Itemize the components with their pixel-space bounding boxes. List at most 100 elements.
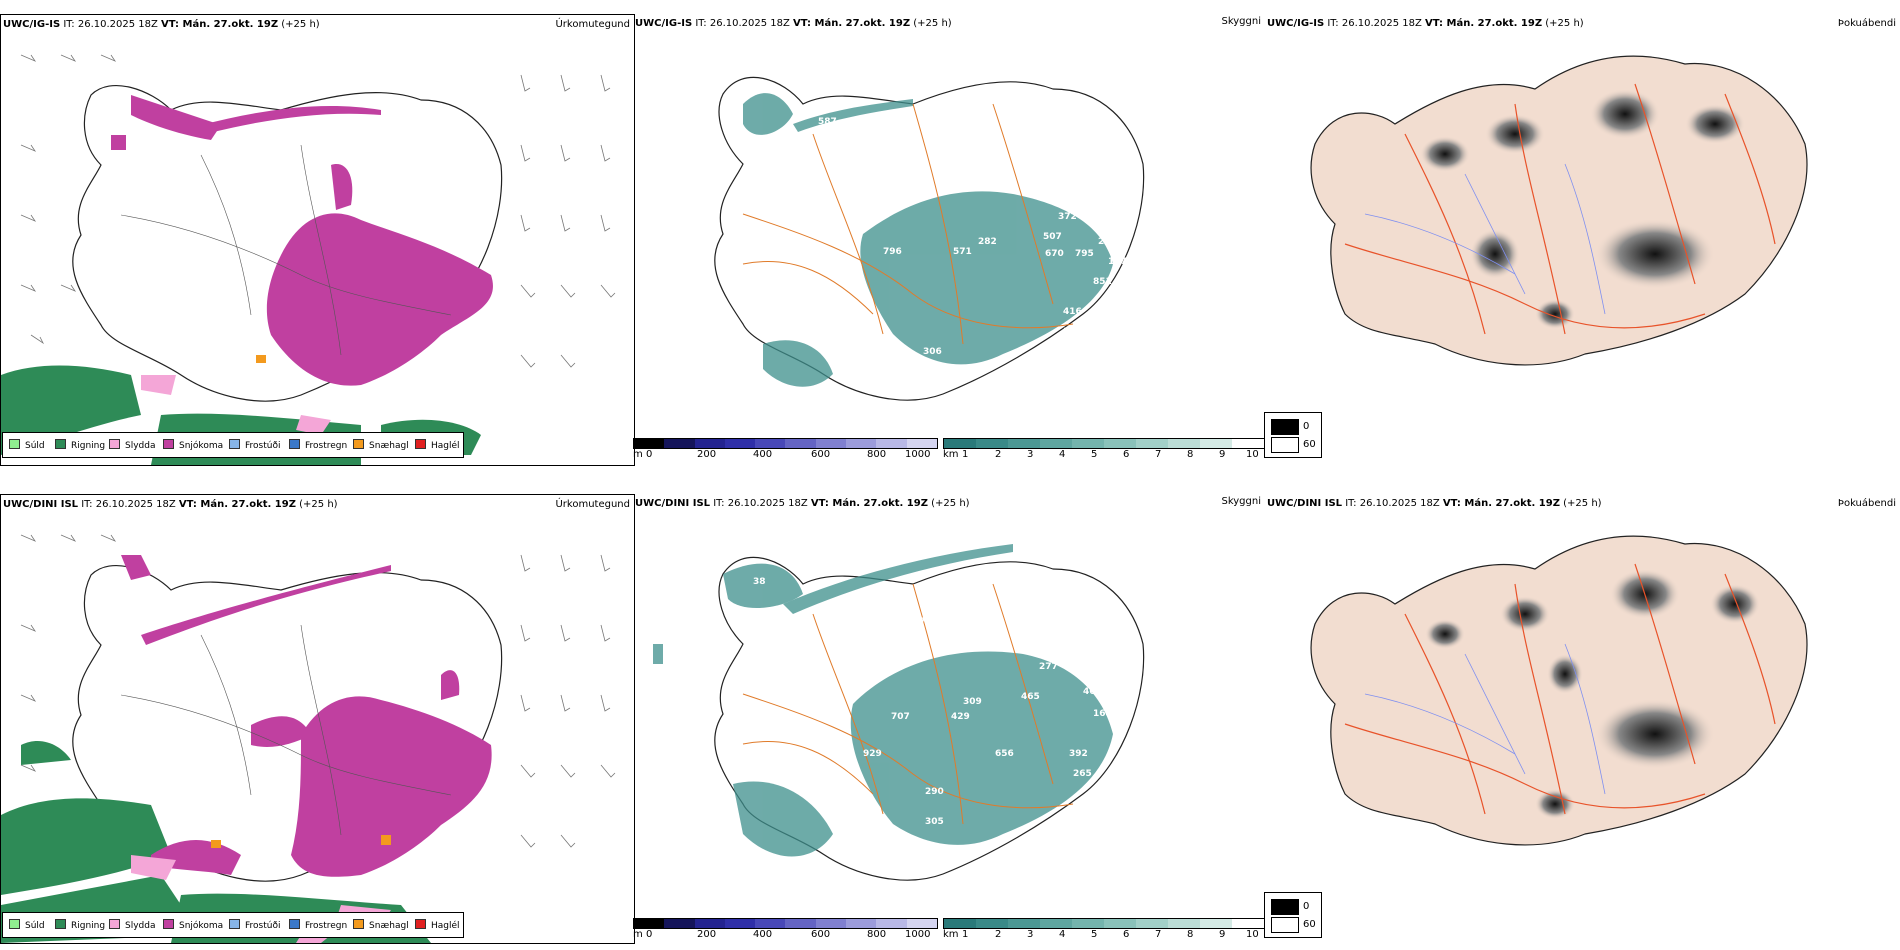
rivers [1364,163,1606,315]
cloud-top-label: 80 [743,87,756,97]
cloud-top-label: 795 [1075,249,1094,259]
colorbar-tick: 3 [1027,449,1034,460]
colorbar-tick: 5 [1091,449,1098,460]
legend-item: Haglél [415,919,460,932]
roads [1344,563,1776,815]
colorbar-tick: 200 [697,929,717,940]
fog-legend-swatch-0 [1271,899,1299,915]
legend-swatch [353,919,364,929]
visibility-panel-top: 80 587 302 185 71 401 395 372 507 282 571 796 670 795… [633,14,1265,464]
legend-item: Frostúði [229,919,280,932]
colorbar-km: km 1 2 3 4 5 6 7 8 9 10 [943,918,1265,942]
legend-swatch [9,439,20,449]
legend-item: Snjókoma [163,439,223,452]
visibility-map-bottom: 38 213 179 303 277 465 309 429 707 929 464 168 656 39… [653,544,1145,881]
roads-bottom [120,624,452,836]
fog-index-map-bottom [1310,535,1808,846]
fog-legend-label: 0 [1303,421,1310,432]
cloud-top-label: 401 [938,177,957,187]
fog-legend-swatch-60 [1271,437,1299,453]
colorbar-km-strip [943,438,1265,449]
roads [742,583,1074,825]
cloud-top-label: 168 [1093,709,1112,719]
cloud-top-label: 302 [788,137,807,147]
snow-pellet-area-bottom [211,840,221,848]
legend-item: Snæhagl [353,919,409,932]
fog-dark-areas [1420,89,1745,329]
iceland-outline [1310,55,1808,366]
colorbar-unit: m [633,449,643,460]
fog-legend-swatch-60 [1271,917,1299,933]
cloud-top-label: 656 [995,749,1014,759]
cloud-top-label: 157 [1108,257,1127,267]
colorbar-tick: 2 [995,929,1002,940]
colorbar-tick: 6 [1123,929,1130,940]
cloud-top-label: 395 [975,172,994,182]
legend-swatch [163,439,174,449]
cloud-top-label: 305 [925,817,944,827]
legend-swatch [109,439,120,449]
colorbar-tick: 8 [1187,449,1194,460]
legend-swatch [353,439,364,449]
cloud-top-label: 309 [963,697,982,707]
cloud-top-label: 464 [1083,687,1102,697]
colorbar-m-strip [633,918,938,929]
legend-item: Rigning [55,439,105,452]
colorbar-tick: 9 [1219,449,1226,460]
legend-swatch [109,919,120,929]
colorbar-tick: 800 [867,929,887,940]
cloud-top-label: 392 [1069,749,1088,759]
cloud-top-labels: 38 213 179 303 277 465 309 429 707 929 464 168 656 39… [753,577,1112,827]
panel-header: UWC/IG-IS IT: 26.10.2025 18Z VT: Mán. 27… [3,19,320,30]
legend-swatch [415,439,426,449]
colorbar-km-strip [943,918,1265,929]
colorbar-tick: 0 [646,929,653,940]
cloud-top-label: 306 [923,347,942,357]
fog-index-legend-bottom: 0 60 [1264,892,1322,938]
colorbar-tick: 4 [1059,449,1066,460]
roads-top [120,144,452,356]
legend-item: Frostúði [229,439,280,452]
colorbar-tick: 10 [1246,449,1259,460]
panel-title: Úrkomutegund [555,499,630,510]
precip-type-map-top [1,54,616,465]
cloud-top-label: 277 [1039,662,1058,672]
legend-item: Haglél [415,439,460,452]
precip-type-panel-bottom: UWC/DINI ISL IT: 26.10.2025 18Z VT: Mán.… [0,494,635,944]
cloud-top-label: 290 [925,787,944,797]
roads [742,103,1074,345]
panel-title: Þokuábendi [1837,18,1896,29]
panel-header: UWC/IG-IS IT: 26.10.2025 18Z VT: Mán. 27… [1267,18,1584,29]
colorbar-km: km 1 2 3 4 5 6 7 8 9 10 [943,438,1265,462]
fog-legend-swatch-0 [1271,419,1299,435]
cloud-top-label: 38 [753,577,766,587]
legend-swatch [163,919,174,929]
legend-swatch [55,919,66,929]
panel-title: Skyggni [1221,16,1261,27]
precip-type-map-bottom [1,534,616,943]
colorbar-tick: 200 [697,449,717,460]
legend-swatch [289,439,300,449]
panel-header: UWC/DINI ISL IT: 26.10.2025 18Z VT: Mán.… [1267,498,1602,509]
colorbar-tick: 1000 [905,929,931,940]
legend-swatch [55,439,66,449]
fog-legend-label: 60 [1303,919,1316,930]
fog-index-panel-bottom: UWC/DINI ISL IT: 26.10.2025 18Z VT: Mán.… [1265,494,1900,944]
cloud-top-label: 185 [933,147,952,157]
snow-areas-bottom [121,555,492,877]
panel-title: Skyggni [1221,496,1261,507]
cloud-top-label: 27 [1098,237,1111,247]
colorbar-tick: 1000 [905,449,931,460]
panel-header: UWC/DINI ISL IT: 26.10.2025 18Z VT: Mán.… [3,499,338,510]
fog-legend-label: 60 [1303,439,1316,450]
cloud-top-label: 507 [1043,232,1062,242]
legend-swatch [229,439,240,449]
legend-item: Súld [9,919,45,932]
colorbar-unit: m [633,929,643,940]
cloud-top-label: 333 [923,367,942,377]
panel-header: UWC/DINI ISL IT: 26.10.2025 18Z VT: Mán.… [635,498,970,509]
cloud-top-label: 71 [958,152,971,162]
precip-legend: Súld Rigning Slydda Snjókoma Frostúði Fr… [2,432,464,458]
cloud-top-label: 851 [1093,277,1112,287]
visibility-map-top: 80 587 302 185 71 401 395 372 507 282 571 796 670 795… [714,76,1145,401]
